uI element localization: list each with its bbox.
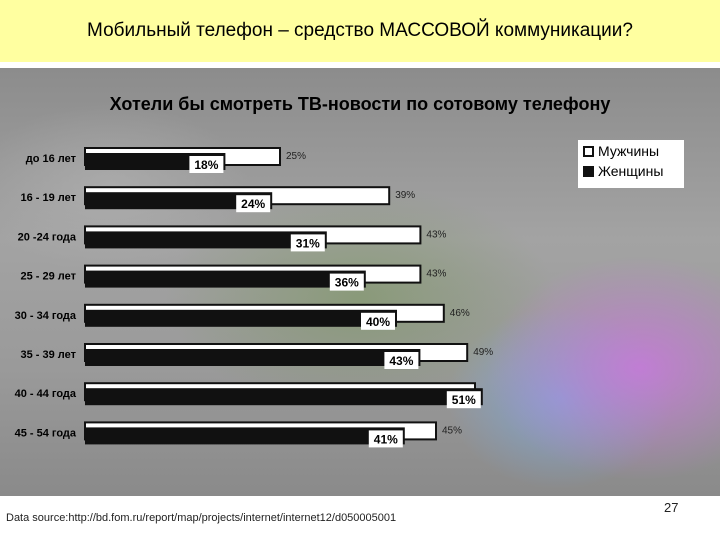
bar-women [85,309,397,327]
women-data-label: 43% [389,354,413,368]
page-title: Мобильный телефон – средство МАССОВОЙ ко… [87,20,633,41]
header-banner: Мобильный телефон – средство МАССОВОЙ ко… [0,0,720,62]
bar-women [85,427,405,445]
women-label-box [329,273,364,291]
legend-swatch [583,166,594,177]
bar-women [85,349,421,366]
women-data-label: 41% [374,432,398,446]
women-label-box [384,352,419,369]
women-data-label: 18% [194,158,218,172]
category-label: 35 - 39 лет [20,349,76,361]
men-data-label: 39% [395,190,415,201]
women-data-label: 40% [366,315,390,329]
men-data-label: 25% [286,151,306,162]
category-label: 40 - 44 года [15,388,77,400]
bar-women [85,231,327,249]
men-data-label: 45% [442,425,462,436]
category-label: до 16 лет [26,153,77,165]
bar-women [85,270,366,288]
women-data-label: 51% [452,393,476,407]
women-label-box [361,312,395,330]
category-label: 20 -24 года [18,231,77,243]
legend-label: Мужчины [598,143,659,159]
women-label-box [368,430,403,448]
men-data-label: 43% [426,229,446,240]
bar-women [85,192,273,210]
women-label-box [189,156,224,173]
legend-label: Женщины [598,163,663,179]
category-label: 25 - 29 лет [20,271,76,283]
women-data-label: 24% [241,197,265,211]
women-label-box [446,391,481,409]
women-data-label: 36% [335,276,359,290]
women-label-box [236,195,271,213]
legend-swatch [583,146,594,157]
chart-title: Хотели бы смотреть ТВ-новости по сотовом… [110,94,611,114]
category-label: 16 - 19 лет [20,192,76,204]
men-data-label: 46% [450,308,470,319]
legend-box [578,140,684,188]
women-label-box [290,234,325,252]
men-data-label: 43% [426,269,446,280]
women-data-label: 31% [296,236,320,250]
bar-women [85,388,483,406]
data-source: Data source:http://bd.fom.ru/report/map/… [6,512,397,524]
category-label: 30 - 34 года [15,310,77,322]
page-number: 27 [664,500,679,515]
category-label: 45 - 54 года [15,427,77,439]
men-data-label: 49% [473,347,493,358]
